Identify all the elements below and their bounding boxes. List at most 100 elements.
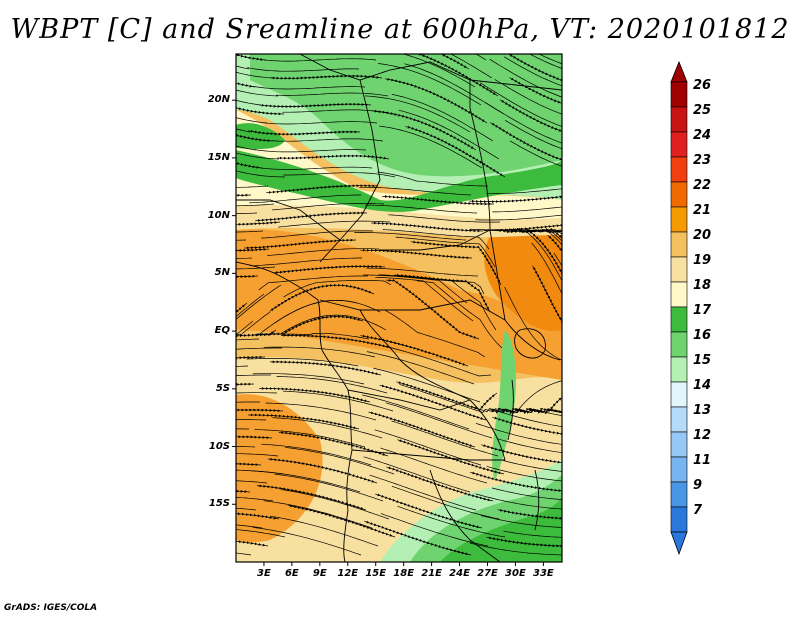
streamline bbox=[283, 172, 396, 178]
colorbar-swatch bbox=[670, 506, 688, 533]
grads-credit: GrADS: IGES/COLA bbox=[4, 603, 98, 613]
streamline bbox=[265, 402, 377, 421]
colorbar-label: 22 bbox=[693, 178, 712, 193]
streamline bbox=[236, 80, 256, 88]
streamline bbox=[547, 234, 562, 328]
streamline bbox=[236, 71, 273, 79]
lat-tick-label: 10N bbox=[207, 209, 230, 221]
streamline bbox=[236, 539, 269, 547]
streamline bbox=[250, 257, 362, 267]
streamline bbox=[492, 206, 562, 213]
map-frame bbox=[235, 53, 563, 563]
colorbar-label: 11 bbox=[693, 453, 712, 468]
streamline bbox=[366, 351, 475, 385]
streamline bbox=[236, 105, 285, 116]
streamline bbox=[533, 229, 562, 246]
streamline bbox=[236, 212, 258, 214]
lon-tick-label: 33E bbox=[532, 568, 554, 579]
colorbar-label: 14 bbox=[693, 378, 712, 393]
colorbar-label: 17 bbox=[693, 303, 712, 318]
streamline bbox=[365, 204, 478, 214]
streamline bbox=[490, 408, 562, 416]
streamline bbox=[236, 160, 263, 169]
streamlines bbox=[236, 54, 562, 556]
colorbar-label: 24 bbox=[693, 128, 712, 143]
streamline bbox=[236, 99, 262, 106]
streamline bbox=[236, 266, 276, 270]
streamline bbox=[236, 89, 279, 97]
streamline bbox=[236, 221, 281, 226]
streamline bbox=[475, 493, 562, 510]
colorbar-label: 15 bbox=[693, 353, 712, 368]
streamline bbox=[504, 286, 562, 361]
lon-tick-label: 21E bbox=[421, 568, 442, 579]
streamline bbox=[236, 435, 273, 440]
field-tan-band bbox=[236, 202, 562, 238]
streamline bbox=[236, 552, 252, 556]
streamline bbox=[480, 515, 562, 528]
colorbar-swatch bbox=[670, 206, 688, 233]
streamline bbox=[236, 320, 254, 335]
streamline bbox=[261, 230, 374, 239]
streamline bbox=[492, 416, 562, 440]
colorbar-label: 19 bbox=[693, 253, 712, 268]
colorbar-label: 16 bbox=[693, 328, 712, 343]
streamline bbox=[278, 220, 391, 228]
streamline bbox=[269, 283, 375, 312]
streamline bbox=[490, 122, 562, 169]
lat-tick-label: EQ bbox=[214, 325, 230, 337]
streamline bbox=[371, 221, 484, 233]
streamline bbox=[255, 211, 367, 222]
lon-tick-label: 24E bbox=[449, 568, 470, 579]
colorbar-min-arrow bbox=[670, 531, 688, 556]
streamline bbox=[236, 382, 255, 386]
colorbar-swatch bbox=[670, 331, 688, 358]
lat-tick-label: 20N bbox=[207, 94, 230, 106]
colorbar-swatch bbox=[670, 106, 688, 133]
streamline bbox=[469, 542, 562, 556]
streamline bbox=[258, 275, 368, 291]
colorbar-max-arrow bbox=[670, 60, 688, 83]
streamline bbox=[236, 338, 260, 341]
streamline bbox=[270, 360, 382, 376]
streamline bbox=[277, 154, 390, 160]
streamline bbox=[382, 229, 490, 250]
lon-tick-label: 9E bbox=[312, 568, 327, 579]
streamline bbox=[236, 374, 271, 377]
border-i bbox=[236, 199, 341, 241]
colorbar-label: 20 bbox=[693, 228, 712, 243]
streamline bbox=[283, 390, 394, 412]
streamline bbox=[249, 194, 361, 204]
streamline bbox=[236, 462, 262, 467]
streamline bbox=[267, 248, 380, 256]
streamline bbox=[236, 347, 282, 350]
axis-ticks bbox=[232, 99, 544, 566]
lon-tick-label: 15E bbox=[365, 568, 387, 579]
streamline bbox=[236, 480, 268, 484]
streamline bbox=[271, 138, 384, 142]
streamline bbox=[236, 145, 257, 151]
streamline bbox=[267, 457, 378, 484]
streamline bbox=[236, 203, 275, 207]
streamline bbox=[236, 170, 286, 178]
streamline bbox=[410, 240, 502, 286]
streamline bbox=[270, 74, 383, 80]
streamline bbox=[497, 508, 562, 521]
streamline bbox=[273, 264, 386, 274]
colorbar-swatch bbox=[670, 231, 688, 258]
streamline bbox=[248, 413, 360, 430]
colorbar-label: 25 bbox=[693, 103, 712, 118]
streamline bbox=[260, 166, 373, 170]
colorbar-label: 23 bbox=[693, 153, 712, 168]
wbpt-field bbox=[236, 54, 562, 562]
lat-tick-label: 15N bbox=[207, 151, 230, 163]
colorbar-swatch bbox=[670, 156, 688, 183]
colorbar-swatch bbox=[670, 481, 688, 508]
streamline bbox=[236, 524, 263, 529]
lon-tick-label: 18E bbox=[393, 568, 415, 579]
streamline bbox=[377, 171, 488, 187]
streamline bbox=[236, 230, 264, 233]
streamline bbox=[388, 214, 501, 223]
streamline bbox=[270, 515, 379, 547]
